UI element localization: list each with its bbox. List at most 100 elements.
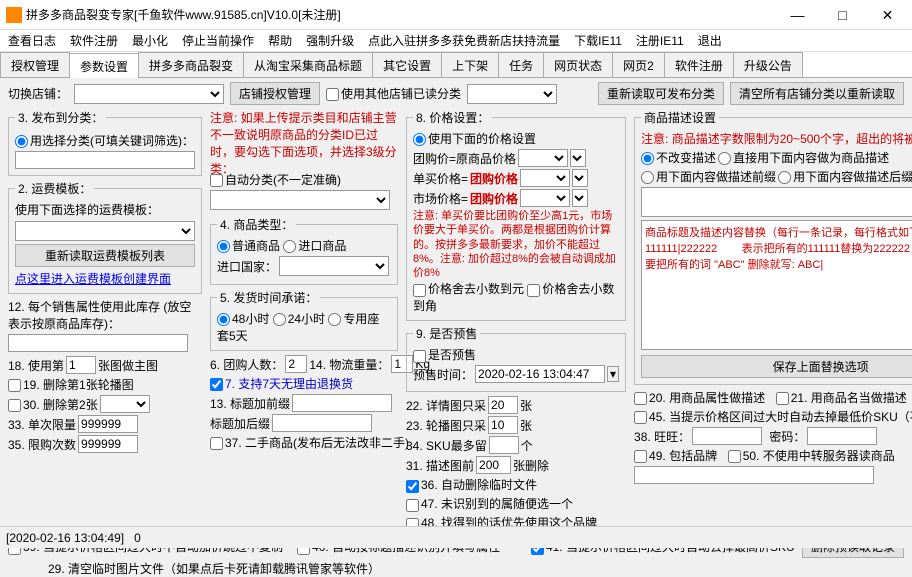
use-other-store-check[interactable]: 使用其他店铺已读分类 bbox=[326, 85, 461, 102]
sec8-legend: 8. 价格设置： bbox=[413, 109, 492, 126]
ship-template-select[interactable] bbox=[15, 221, 195, 241]
del-img-select[interactable] bbox=[100, 395, 150, 413]
limit-times[interactable] bbox=[78, 435, 138, 453]
maximize-button[interactable]: □ bbox=[820, 1, 865, 29]
store-select[interactable] bbox=[74, 84, 224, 104]
sku-max[interactable] bbox=[489, 436, 519, 454]
carousel-img-count[interactable] bbox=[488, 416, 518, 434]
sec8-opt[interactable]: 使用下面的价格设置 bbox=[413, 132, 536, 146]
price-sel1[interactable] bbox=[518, 149, 568, 167]
price-sel3b[interactable] bbox=[572, 189, 588, 207]
sec5-o2[interactable]: 24小时 bbox=[273, 312, 325, 326]
title-prefix[interactable] bbox=[292, 394, 392, 412]
menu-帮助[interactable]: 帮助 bbox=[268, 32, 292, 49]
close-button[interactable]: ✕ bbox=[865, 1, 910, 29]
sec3-opt1[interactable]: 用选择分类(可填关键词筛选)： bbox=[15, 132, 194, 149]
detail-img-count[interactable] bbox=[488, 396, 518, 414]
date-picker-icon[interactable]: ▾ bbox=[607, 366, 619, 382]
app-icon bbox=[6, 7, 22, 23]
main-img-index[interactable] bbox=[66, 356, 96, 374]
presale-chk[interactable]: 是否预售 bbox=[413, 348, 476, 362]
chk49[interactable]: 49. 包括品牌 bbox=[634, 447, 717, 464]
chk-round-yuan[interactable]: 价格舍去小数到元 bbox=[413, 282, 524, 296]
replace-rules[interactable]: 商品标题及描述内容替换（每行一条记录，每行格式如下）： 111111|22222… bbox=[641, 220, 912, 350]
reread-ship-button[interactable]: 重新读取运费模板列表 bbox=[15, 244, 195, 267]
chk36[interactable]: 36. 自动删除临时文件 bbox=[406, 476, 537, 493]
tab-网页状态[interactable]: 网页状态 bbox=[543, 52, 613, 77]
chk7[interactable]: 7. 支持7天无理由退换货 bbox=[210, 375, 353, 392]
window-title: 拼多多商品裂变专家[千鱼软件www.91585.cn]V10.0[未注册] bbox=[26, 6, 775, 23]
limit-qty[interactable] bbox=[78, 415, 138, 433]
price-sel3[interactable] bbox=[520, 189, 570, 207]
sec12-label: 12. 每个销售属性使用此库存 (放空表示按原商品库存)： bbox=[8, 298, 202, 332]
menu-下载IE11[interactable]: 下载IE11 bbox=[574, 32, 622, 49]
sec3-legend: 3. 发布到分类： bbox=[15, 109, 106, 126]
chk30[interactable]: 30. 删除第2张 bbox=[8, 396, 98, 413]
desc-o4[interactable]: 用下面内容做描述后缀 bbox=[778, 168, 912, 185]
chk19[interactable]: 19. 删除第1张轮播图 bbox=[8, 376, 134, 393]
tab-软件注册[interactable]: 软件注册 bbox=[664, 52, 734, 77]
chk21[interactable]: 21. 用商品名当做描述 bbox=[776, 389, 907, 406]
save-replace-button[interactable]: 保存上面替换选项 bbox=[641, 355, 912, 378]
stock-input[interactable] bbox=[8, 334, 188, 352]
chk20[interactable]: 20. 用商品属性做描述 bbox=[634, 389, 765, 406]
store-switch-label: 切换店铺： bbox=[8, 85, 68, 102]
chk37[interactable]: 37. 二手商品(发布后无法改非二手) bbox=[210, 434, 409, 451]
clear-categories-button[interactable]: 清空所有店铺分类以重新读取 bbox=[730, 82, 904, 105]
price-sel2b[interactable] bbox=[572, 169, 588, 187]
sec2-legend: 2. 运费模板： bbox=[15, 180, 94, 197]
status-count: 0 bbox=[134, 531, 141, 545]
title-suffix[interactable] bbox=[272, 414, 372, 432]
sec4-legend: 4. 商品类型： bbox=[217, 216, 296, 233]
country-select[interactable] bbox=[279, 256, 389, 276]
desc-legend: 商品描述设置 bbox=[641, 109, 719, 126]
desc-o3[interactable]: 用下面内容做描述前缀 bbox=[641, 168, 776, 185]
menu-点此入驻拼多多获免费新店扶持流量[interactable]: 点此入驻拼多多获免费新店扶持流量 bbox=[368, 32, 560, 49]
menu-最小化[interactable]: 最小化 bbox=[132, 32, 168, 49]
price-sel2[interactable] bbox=[520, 169, 570, 187]
sec5-o1[interactable]: 48小时 bbox=[217, 312, 269, 326]
sec4-opt1[interactable]: 普通商品 bbox=[217, 239, 280, 253]
chk50[interactable]: 50. 不使用中转服务器读商品 bbox=[728, 447, 895, 464]
tab-网页2[interactable]: 网页2 bbox=[612, 52, 665, 77]
other-store-select[interactable] bbox=[467, 84, 557, 104]
tab-参数设置[interactable]: 参数设置 bbox=[69, 53, 139, 78]
sec9-legend: 9. 是否预售 bbox=[413, 325, 480, 342]
tab-其它设置[interactable]: 其它设置 bbox=[372, 52, 442, 77]
desc-o1[interactable]: 不改变描述 bbox=[641, 149, 716, 166]
sec2-text: 使用下面选择的运费模板： bbox=[15, 201, 195, 218]
menu-软件注册[interactable]: 软件注册 bbox=[70, 32, 118, 49]
group-count[interactable] bbox=[285, 355, 307, 373]
tab-任务[interactable]: 任务 bbox=[498, 52, 544, 77]
wangwang-input[interactable] bbox=[692, 427, 762, 445]
chk45[interactable]: 45. 当提示价格区间过大时自动去掉最低价SKU（不能与41同时勾） bbox=[634, 408, 912, 425]
tab-从淘宝采集商品标题[interactable]: 从淘宝采集商品标题 bbox=[243, 52, 373, 77]
password-input[interactable] bbox=[807, 427, 877, 445]
menu-退出[interactable]: 退出 bbox=[698, 32, 722, 49]
price-sel1b[interactable] bbox=[570, 149, 586, 167]
presale-time[interactable] bbox=[475, 365, 605, 383]
store-auth-button[interactable]: 店铺授权管理 bbox=[230, 82, 320, 105]
reread-categories-button[interactable]: 重新读取可发布分类 bbox=[598, 82, 724, 105]
tab-拼多多商品裂变[interactable]: 拼多多商品裂变 bbox=[138, 52, 244, 77]
sec8-note: 注意: 单买价要比团购价至少高1元，市场价要大于单买价。两都是根据团购价计算的。… bbox=[413, 209, 619, 280]
tab-授权管理[interactable]: 授权管理 bbox=[0, 52, 70, 77]
menu-注册IE11[interactable]: 注册IE11 bbox=[636, 32, 684, 49]
brand-input[interactable] bbox=[634, 466, 874, 484]
minimize-button[interactable]: — bbox=[775, 1, 820, 29]
menu-查看日志[interactable]: 查看日志 bbox=[8, 32, 56, 49]
sec4-opt2[interactable]: 进口商品 bbox=[283, 239, 346, 253]
tab-上下架[interactable]: 上下架 bbox=[441, 52, 499, 77]
status-time: [2020-02-16 13:04:49] bbox=[6, 531, 124, 545]
auto-cat-select[interactable] bbox=[210, 190, 390, 210]
desc-o2[interactable]: 直接用下面内容做为商品描述 bbox=[718, 149, 889, 166]
menu-停止当前操作[interactable]: 停止当前操作 bbox=[182, 32, 254, 49]
desc-text[interactable] bbox=[641, 187, 912, 217]
tab-升级公告[interactable]: 升级公告 bbox=[733, 52, 803, 77]
category-filter-input[interactable] bbox=[15, 151, 195, 169]
sec3-opt2[interactable]: 自动分类(不一定准确) bbox=[210, 171, 341, 188]
menu-强制升级[interactable]: 强制升级 bbox=[306, 32, 354, 49]
desc-img-del[interactable] bbox=[476, 456, 511, 474]
chk47[interactable]: 47. 未识别到的属随便选一个 bbox=[406, 495, 573, 512]
create-template-link[interactable]: 点这里进入运费模板创建界面 bbox=[15, 270, 195, 287]
